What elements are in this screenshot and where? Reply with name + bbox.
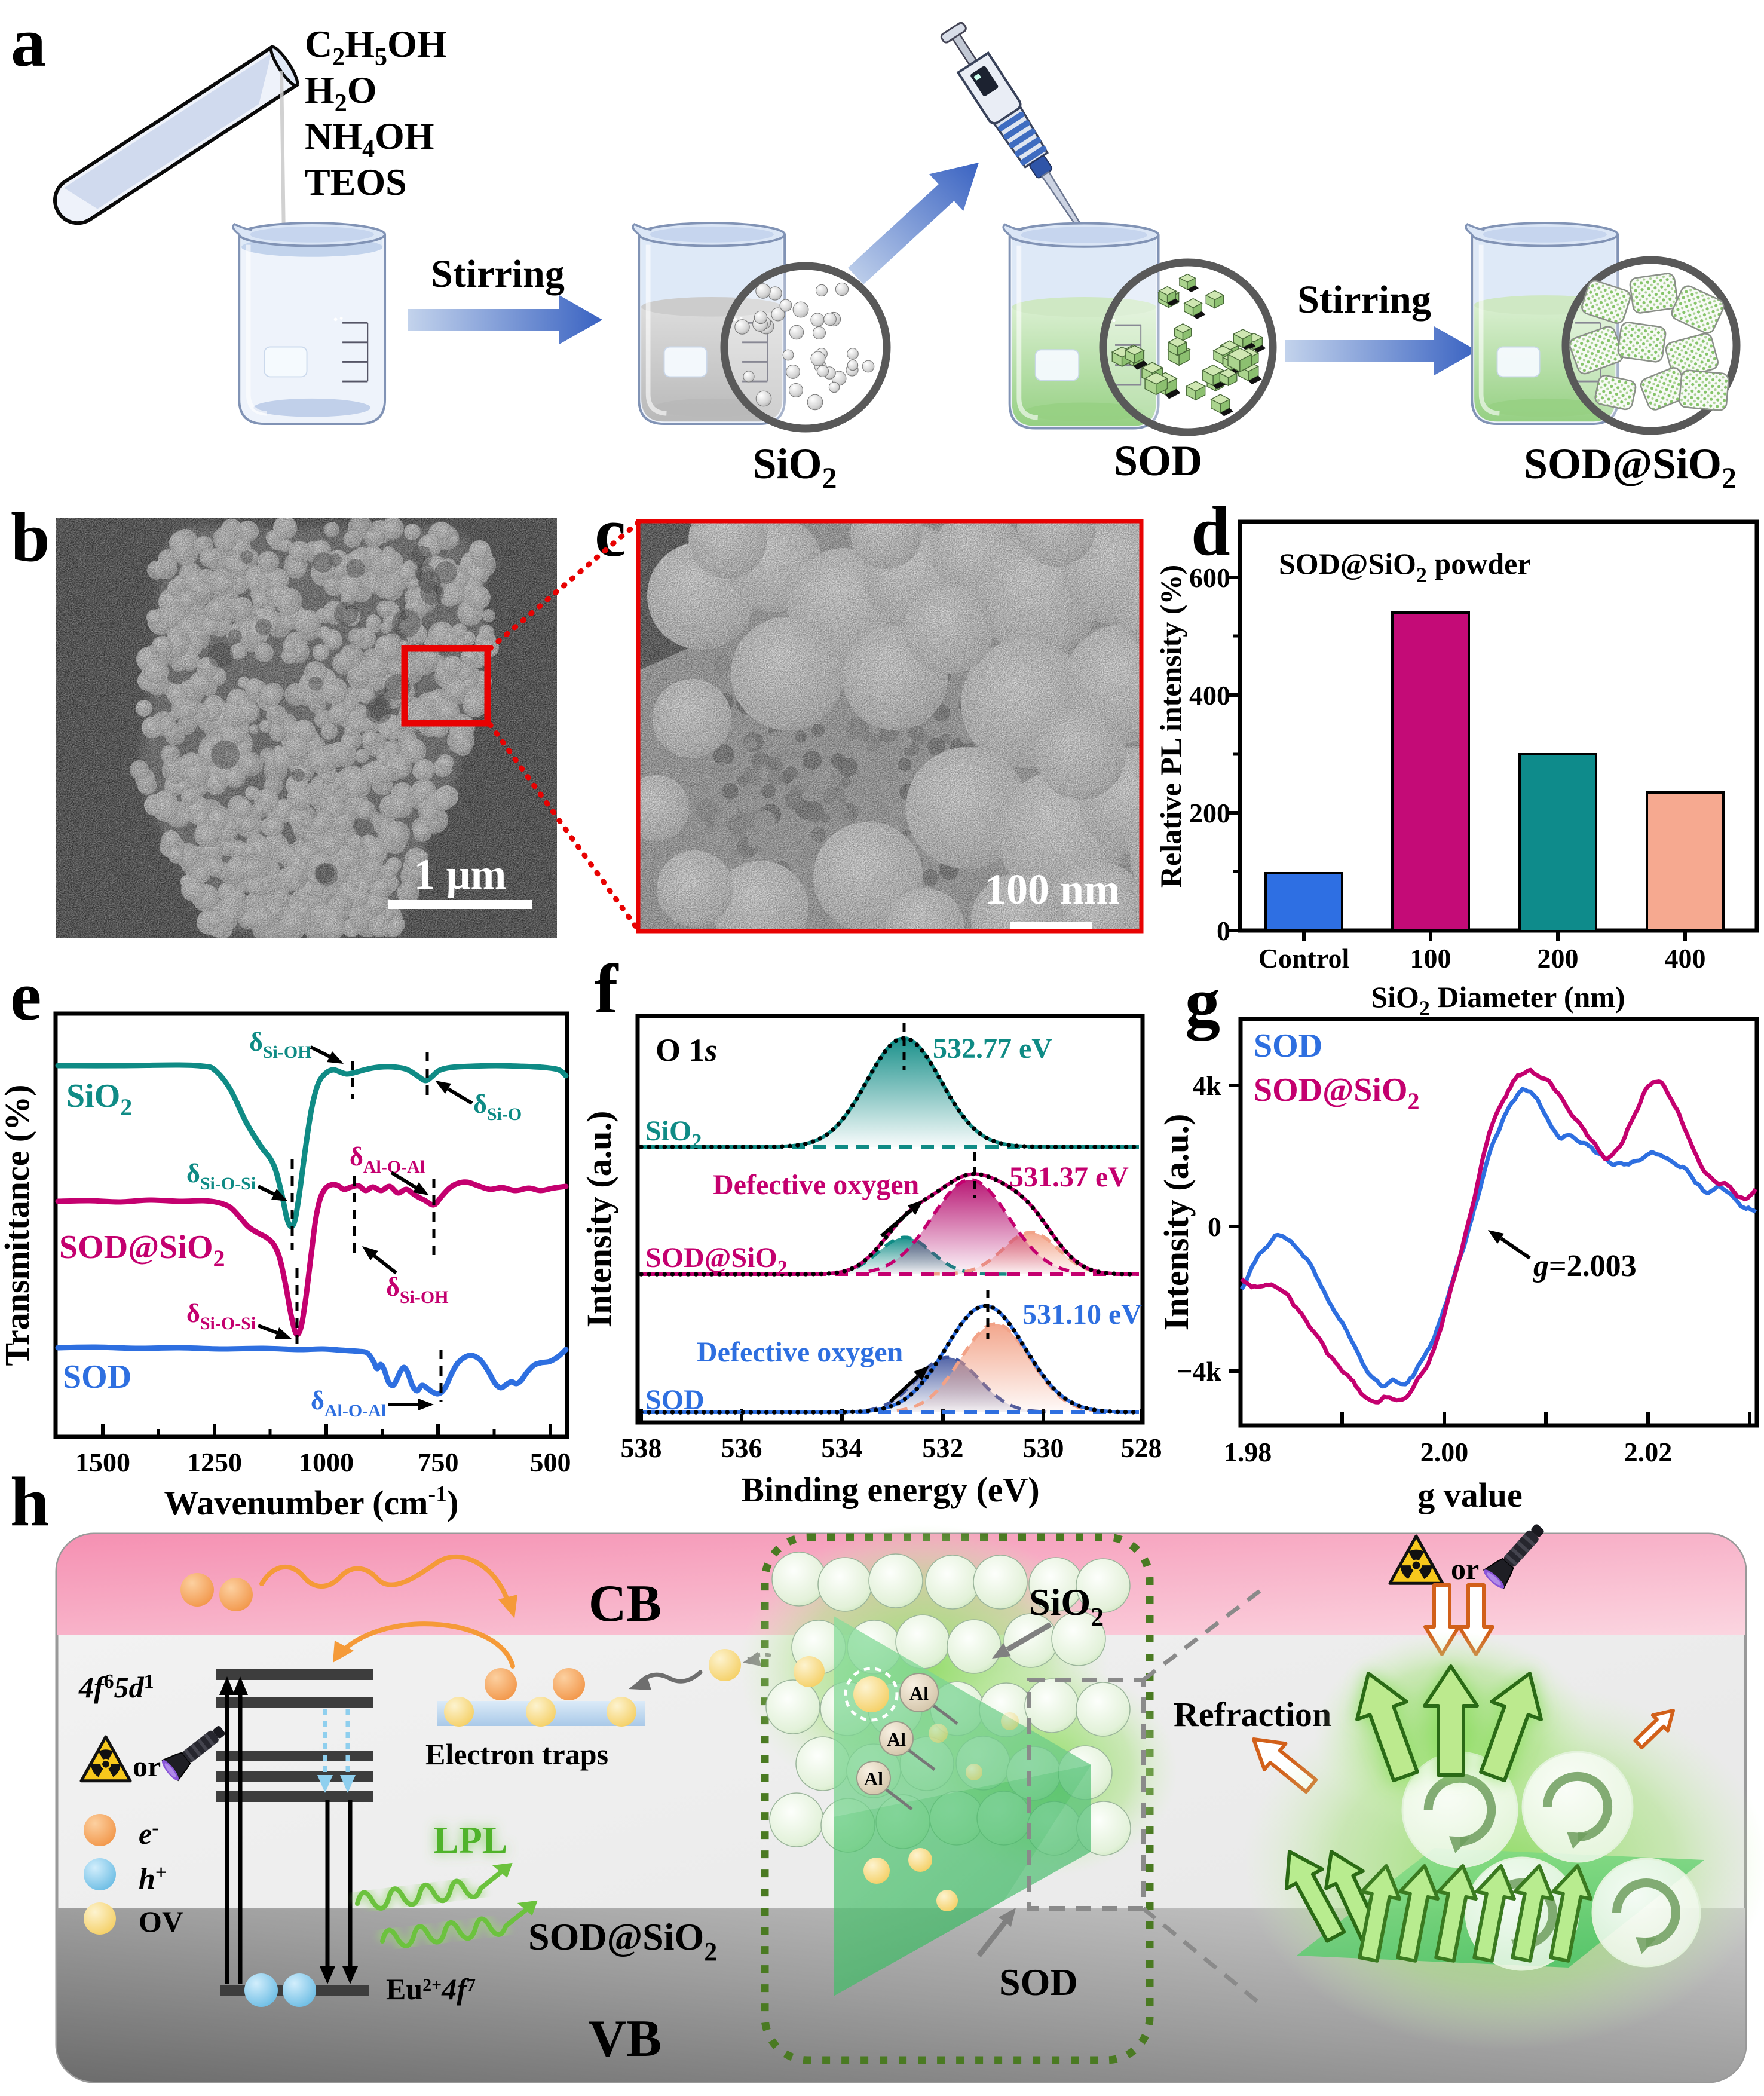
svg-text:100 nm: 100 nm [985, 865, 1120, 913]
svg-text:Intensity (a.u.): Intensity (a.u.) [1157, 1114, 1196, 1331]
svg-text:b: b [11, 498, 50, 576]
svg-text:LPL: LPL [433, 1819, 507, 1861]
svg-text:h: h [10, 1462, 50, 1541]
svg-text:SOD: SOD [1114, 437, 1202, 485]
svg-text:SOD@SiO2: SOD@SiO2 [1254, 1072, 1420, 1115]
svg-text:532.77 eV: 532.77 eV [933, 1033, 1052, 1064]
svg-text:536: 536 [721, 1433, 762, 1463]
svg-text:e: e [10, 957, 41, 1035]
svg-text:Electron traps: Electron traps [425, 1737, 608, 1771]
svg-text:Al: Al [909, 1682, 929, 1704]
svg-text:Al: Al [864, 1768, 883, 1789]
svg-text:SOD: SOD [999, 1961, 1078, 2003]
svg-text:531.10 eV: 531.10 eV [1022, 1299, 1142, 1330]
svg-text:δAl-O-Al: δAl-O-Al [311, 1386, 386, 1421]
svg-text:Stirring: Stirring [1297, 278, 1431, 322]
svg-text:0: 0 [1217, 916, 1230, 946]
svg-text:SOD@SiO2 powder: SOD@SiO2 powder [1279, 547, 1531, 587]
svg-text:4f65d1: 4f65d1 [78, 1670, 154, 1704]
svg-text:2.00: 2.00 [1420, 1437, 1469, 1467]
svg-text:H2O: H2O [305, 69, 377, 117]
svg-text:1250: 1250 [187, 1447, 242, 1477]
svg-text:600: 600 [1189, 562, 1230, 593]
svg-text:d: d [1191, 492, 1230, 570]
svg-text:SOD@SiO2: SOD@SiO2 [528, 1916, 717, 1966]
svg-text:Defective oxygen: Defective oxygen [697, 1336, 903, 1368]
svg-text:g: g [1185, 963, 1220, 1041]
svg-text:SOD@SiO2: SOD@SiO2 [59, 1229, 225, 1272]
svg-text:1000: 1000 [299, 1447, 354, 1477]
svg-text:100: 100 [1410, 943, 1451, 974]
svg-text:O 1s: O 1s [656, 1032, 718, 1068]
svg-text:530: 530 [1023, 1433, 1064, 1463]
svg-text:−4k: −4k [1177, 1356, 1221, 1387]
svg-text:500: 500 [530, 1447, 571, 1477]
svg-text:OV: OV [139, 1905, 183, 1938]
svg-text:Wavenumber (cm-1): Wavenumber (cm-1) [164, 1482, 459, 1522]
svg-text:TEOS: TEOS [305, 161, 407, 203]
svg-text:or: or [1451, 1552, 1479, 1586]
svg-text:SiO2 Diameter (nm): SiO2 Diameter (nm) [1371, 980, 1625, 1020]
svg-text:c: c [595, 493, 626, 571]
svg-text:Transmittance (%): Transmittance (%) [0, 1085, 36, 1366]
svg-text:Defective oxygen: Defective oxygen [713, 1169, 919, 1201]
svg-text:or: or [133, 1749, 161, 1783]
svg-text:a: a [11, 3, 46, 81]
svg-text:538: 538 [621, 1433, 662, 1463]
svg-text:1500: 1500 [75, 1447, 130, 1477]
svg-text:Al: Al [887, 1728, 906, 1750]
svg-text:Binding energy (eV): Binding energy (eV) [741, 1470, 1039, 1509]
svg-text:Intensity (a.u.): Intensity (a.u.) [580, 1111, 618, 1328]
svg-text:Stirring: Stirring [431, 252, 565, 296]
svg-text:Refraction: Refraction [1174, 1695, 1331, 1734]
svg-text:1 μm: 1 μm [414, 850, 507, 898]
svg-text:4k: 4k [1192, 1070, 1221, 1101]
svg-text:528: 528 [1121, 1433, 1162, 1463]
svg-text:400: 400 [1189, 680, 1230, 711]
svg-text:f: f [595, 950, 619, 1028]
svg-text:2.02: 2.02 [1624, 1437, 1673, 1467]
svg-text:SOD@SiO2: SOD@SiO2 [1524, 440, 1737, 494]
svg-text:C2H5OH: C2H5OH [305, 23, 447, 71]
svg-text:Control: Control [1258, 943, 1350, 974]
svg-text:CB: CB [589, 1575, 662, 1633]
svg-text:SOD: SOD [645, 1384, 705, 1416]
svg-text:200: 200 [1189, 798, 1230, 828]
svg-text:SOD: SOD [1254, 1027, 1322, 1064]
svg-text:0: 0 [1208, 1211, 1221, 1242]
svg-text:750: 750 [418, 1447, 459, 1477]
svg-text:1.98: 1.98 [1224, 1437, 1272, 1467]
svg-text:534: 534 [822, 1433, 863, 1463]
svg-text:531.37 eV: 531.37 eV [1009, 1161, 1129, 1193]
svg-text:SOD@SiO2: SOD@SiO2 [645, 1242, 788, 1279]
svg-text:400: 400 [1665, 943, 1706, 974]
svg-text:SOD: SOD [63, 1358, 131, 1396]
svg-text:532: 532 [923, 1433, 964, 1463]
svg-text:g=2.003: g=2.003 [1533, 1249, 1637, 1283]
svg-text:g value: g value [1417, 1476, 1523, 1514]
svg-text:e-: e- [139, 1817, 159, 1850]
svg-text:200: 200 [1538, 943, 1579, 974]
svg-text:Relative PL intensity (%): Relative PL intensity (%) [1154, 565, 1187, 888]
svg-text:VB: VB [589, 2010, 662, 2068]
svg-text:h+: h+ [139, 1862, 167, 1895]
